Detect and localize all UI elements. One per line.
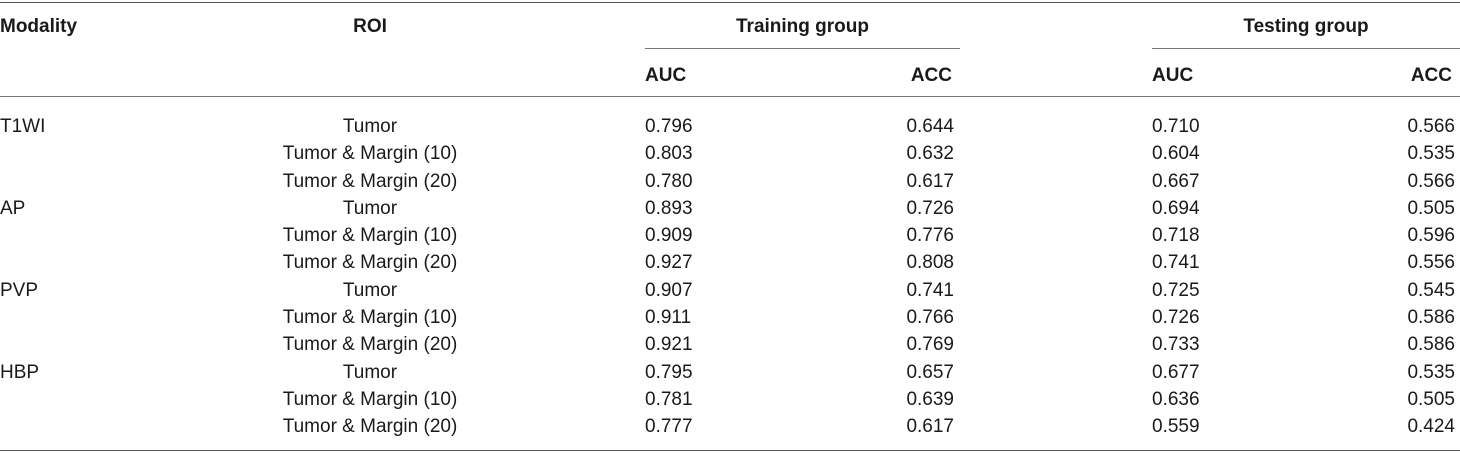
cell-roi: Tumor & Margin (10)	[282, 388, 458, 410]
cell-testing-auc: 0.718	[1152, 225, 1200, 247]
cell-roi: Tumor & Margin (10)	[282, 143, 458, 165]
cell-testing-auc: 0.733	[1152, 334, 1200, 356]
table-row: T1WI Tumor 0.796 0.644 0.710 0.566	[0, 113, 1460, 140]
cell-training-auc: 0.780	[645, 170, 693, 192]
cell-modality: HBP	[0, 361, 40, 383]
cell-roi: Tumor	[342, 361, 398, 383]
cell-training-auc: 0.893	[645, 197, 693, 219]
header-testing-acc: ACC	[1410, 65, 1452, 86]
table-row: Tumor & Margin (10) 0.911 0.766 0.726 0.586	[0, 304, 1460, 331]
cell-testing-acc: 0.596	[1407, 225, 1455, 247]
cell-testing-auc: 0.604	[1152, 143, 1200, 165]
cell-training-auc: 0.911	[645, 307, 692, 329]
table-row: HBP Tumor 0.795 0.657 0.677 0.535	[0, 359, 1460, 386]
cell-training-auc: 0.927	[645, 252, 693, 274]
cell-roi: Tumor & Margin (20)	[282, 416, 458, 438]
cell-testing-acc: 0.566	[1407, 170, 1455, 192]
cell-modality: AP	[0, 197, 26, 219]
cell-modality: PVP	[0, 279, 39, 301]
table-row: Tumor & Margin (20) 0.777 0.617 0.559 0.424	[0, 413, 1460, 440]
table-row: PVP Tumor 0.907 0.741 0.725 0.545	[0, 277, 1460, 304]
table-row: Tumor & Margin (20) 0.927 0.808 0.741 0.556	[0, 249, 1460, 276]
cell-training-acc: 0.639	[906, 388, 954, 410]
cell-training-auc: 0.777	[645, 416, 693, 438]
cell-roi: Tumor	[342, 197, 398, 219]
cell-testing-acc: 0.586	[1407, 334, 1455, 356]
cell-testing-acc: 0.535	[1407, 143, 1455, 165]
cell-testing-auc: 0.741	[1152, 252, 1200, 274]
cell-training-auc: 0.796	[645, 116, 693, 137]
cell-roi: Tumor & Margin (20)	[282, 170, 458, 192]
header-testing-group: Testing group	[1243, 16, 1369, 37]
cell-training-auc: 0.803	[645, 143, 693, 165]
table-row: Tumor & Margin (20) 0.921 0.769 0.733 0.586	[0, 331, 1460, 358]
cell-testing-auc: 0.710	[1152, 116, 1200, 137]
cell-training-acc: 0.657	[906, 361, 954, 383]
cell-testing-acc: 0.566	[1407, 116, 1455, 137]
table-row: Tumor & Margin (10) 0.803 0.632 0.604 0.535	[0, 140, 1460, 167]
header-training-group: Training group	[736, 16, 869, 37]
header-testing-auc: AUC	[1152, 65, 1194, 86]
cell-training-acc: 0.741	[906, 279, 954, 301]
cell-testing-auc: 0.726	[1152, 307, 1200, 329]
cell-testing-acc: 0.505	[1407, 388, 1455, 410]
cell-training-auc: 0.921	[645, 334, 693, 356]
cell-training-acc: 0.766	[906, 307, 954, 329]
table-top-rule	[0, 2, 1460, 3]
cell-testing-acc: 0.505	[1407, 197, 1455, 219]
cell-training-auc: 0.795	[645, 361, 693, 383]
cell-testing-auc: 0.559	[1152, 416, 1200, 438]
header-training-acc: ACC	[910, 65, 952, 86]
header-roi: ROI	[353, 16, 387, 37]
cell-training-auc: 0.909	[645, 225, 693, 247]
header-modality: Modality	[0, 16, 78, 37]
table-bottom-rule	[0, 450, 1460, 451]
cell-testing-auc: 0.725	[1152, 279, 1200, 301]
cell-roi: Tumor & Margin (20)	[282, 334, 458, 356]
cell-training-acc: 0.808	[906, 252, 954, 274]
table-body: T1WI Tumor 0.796 0.644 0.710 0.566 Tumor & Mar…	[0, 113, 1460, 441]
table-row: Tumor & Margin (10) 0.909 0.776 0.718 0.596	[0, 222, 1460, 249]
header-training-auc: AUC	[645, 65, 687, 86]
cell-roi: Tumor & Margin (20)	[282, 252, 458, 274]
training-group-rule	[645, 48, 960, 49]
cell-testing-auc: 0.694	[1152, 197, 1200, 219]
cell-training-acc: 0.617	[906, 416, 954, 438]
testing-group-rule	[1152, 48, 1460, 49]
header-bottom-rule	[0, 96, 1460, 97]
cell-training-acc: 0.769	[906, 334, 954, 356]
cell-roi: Tumor & Margin (10)	[282, 307, 458, 329]
cell-roi: Tumor	[342, 279, 398, 301]
cell-training-acc: 0.776	[906, 225, 954, 247]
cell-roi: Tumor & Margin (10)	[282, 225, 458, 247]
cell-training-acc: 0.632	[906, 143, 954, 165]
cell-testing-acc: 0.424	[1407, 416, 1455, 438]
table-row: Tumor & Margin (20) 0.780 0.617 0.667 0.566	[0, 168, 1460, 195]
cell-modality: T1WI	[0, 116, 46, 137]
cell-training-auc: 0.907	[645, 279, 693, 301]
cell-testing-acc: 0.586	[1407, 307, 1455, 329]
cell-testing-auc: 0.636	[1152, 388, 1200, 410]
cell-testing-acc: 0.535	[1407, 361, 1455, 383]
cell-training-acc: 0.644	[906, 116, 954, 137]
table-row: Tumor & Margin (10) 0.781 0.639 0.636 0.505	[0, 386, 1460, 413]
table-row: AP Tumor 0.893 0.726 0.694 0.505	[0, 195, 1460, 222]
cell-testing-acc: 0.556	[1407, 252, 1455, 274]
cell-testing-auc: 0.677	[1152, 361, 1200, 383]
cell-training-acc: 0.726	[906, 197, 954, 219]
cell-training-acc: 0.617	[906, 170, 954, 192]
cell-roi: Tumor	[342, 116, 398, 137]
cell-training-auc: 0.781	[645, 388, 693, 410]
cell-testing-acc: 0.545	[1407, 279, 1455, 301]
cell-testing-auc: 0.667	[1152, 170, 1200, 192]
